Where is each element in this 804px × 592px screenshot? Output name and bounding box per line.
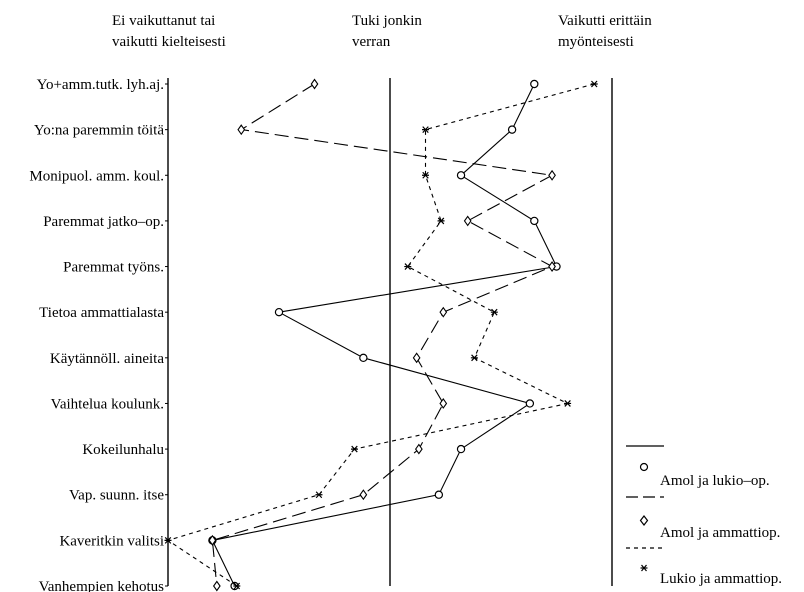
- category-label: Vaihtelua koulunk.: [51, 396, 164, 412]
- scale-label-low-line1: Ei vaikuttanut tai: [112, 13, 215, 29]
- category-label: Yo:na paremmin töitä: [34, 123, 164, 139]
- data-point-circle: [274, 307, 284, 317]
- data-point-star: [470, 354, 478, 362]
- data-point-diamond: [310, 78, 319, 90]
- series-layer: [164, 78, 598, 592]
- data-point-star: [404, 263, 412, 270]
- data-point-circle: [525, 399, 535, 408]
- data-point-diamond: [359, 489, 368, 501]
- legend-marker-circle: [639, 462, 649, 472]
- data-point-star: [315, 491, 323, 499]
- scale-label-high-line2: myönteisesti: [558, 34, 634, 50]
- category-label: Paremmat jatko–op.: [43, 214, 164, 230]
- data-point-circle: [456, 444, 466, 454]
- data-point-circle: [530, 216, 539, 226]
- data-point-star: [422, 171, 430, 179]
- data-point-diamond: [548, 261, 556, 272]
- legend-label-2: Amol ja ammattiop.: [660, 525, 780, 541]
- data-point-diamond: [414, 443, 423, 455]
- data-point-diamond: [439, 398, 448, 409]
- category-label: Yo+amm.tutk. lyh.aj.: [37, 77, 164, 93]
- category-label: Kokeilunhalu: [82, 442, 164, 458]
- data-point-star: [350, 445, 358, 453]
- data-point-diamond: [548, 169, 556, 181]
- series-circle: [208, 79, 561, 591]
- data-point-diamond: [412, 352, 421, 364]
- legend: Amol ja lukio–op. Amol ja ammattiop. Luk…: [626, 445, 782, 587]
- series-diamond: [208, 78, 556, 592]
- category-label: Paremmat työns.: [63, 260, 164, 276]
- legend-label-3: Lukio ja ammattiop.: [660, 571, 782, 587]
- scale-labels: Ei vaikuttanut tai vaikutti kielteisesti…: [112, 13, 652, 50]
- data-point-star: [233, 582, 241, 590]
- data-point-diamond: [463, 215, 472, 227]
- series-star: [164, 80, 598, 590]
- scale-label-high-line1: Vaikutti erittäin: [558, 13, 652, 29]
- data-point-circle: [434, 490, 444, 499]
- data-point-star: [490, 308, 498, 316]
- data-point-circle: [507, 125, 517, 134]
- series-line: [211, 83, 558, 587]
- legend-marker-diamond: [639, 515, 649, 526]
- scale-label-low-line2: vaikutti kielteisesti: [112, 34, 226, 50]
- legend-marker-star: [640, 564, 648, 572]
- data-point-star: [564, 400, 572, 407]
- category-label: Monipuol. amm. koul.: [29, 168, 164, 184]
- plot-frame: [167, 78, 613, 586]
- scale-label-mid-line1: Tuki jonkin: [352, 13, 422, 29]
- category-label: Käytännöll. aineita: [50, 351, 164, 367]
- data-point-star: [590, 80, 598, 88]
- series-line: [211, 83, 554, 587]
- data-point-star: [437, 217, 445, 225]
- data-point-star: [422, 126, 430, 134]
- data-point-circle: [359, 353, 368, 363]
- series-line: [166, 83, 595, 587]
- category-labels: Yo+amm.tutk. lyh.aj. Yo:na paremmin töitä…: [29, 77, 168, 592]
- data-point-diamond: [439, 306, 448, 318]
- data-point-circle: [530, 79, 539, 89]
- category-label: Tietoa ammattialasta: [39, 305, 164, 321]
- data-point-circle: [456, 171, 466, 180]
- data-point-diamond: [237, 124, 246, 136]
- category-label: Kaveritkin valitsi: [59, 533, 164, 549]
- category-label: Vap. suunn. itse: [69, 488, 164, 504]
- data-point-diamond: [212, 580, 221, 592]
- legend-label-1: Amol ja lukio–op.: [660, 473, 770, 489]
- category-label: Vanhempien kehotus: [39, 579, 165, 592]
- data-point-diamond: [208, 534, 217, 546]
- data-point-star: [164, 536, 172, 544]
- scale-label-mid-line2: verran: [352, 34, 391, 50]
